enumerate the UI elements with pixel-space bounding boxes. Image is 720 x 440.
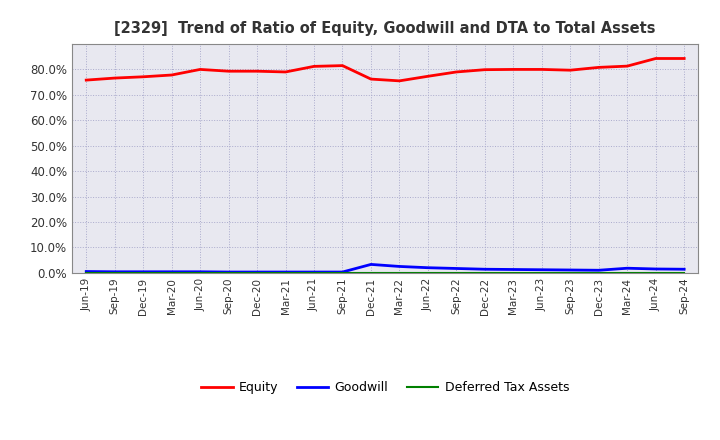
Deferred Tax Assets <box>652 270 660 275</box>
Equity <box>110 75 119 81</box>
Equity <box>196 67 204 72</box>
Equity <box>139 74 148 80</box>
Deferred Tax Assets <box>139 270 148 275</box>
Equity <box>652 56 660 61</box>
Equity <box>566 68 575 73</box>
Equity <box>680 56 688 61</box>
Legend: Equity, Goodwill, Deferred Tax Assets: Equity, Goodwill, Deferred Tax Assets <box>197 376 574 399</box>
Deferred Tax Assets <box>395 270 404 275</box>
Goodwill <box>537 267 546 272</box>
Equity <box>167 72 176 77</box>
Goodwill <box>509 267 518 272</box>
Goodwill <box>423 265 432 270</box>
Goodwill <box>282 269 290 275</box>
Goodwill <box>82 269 91 274</box>
Deferred Tax Assets <box>225 270 233 275</box>
Equity <box>253 69 261 74</box>
Goodwill <box>225 269 233 275</box>
Goodwill <box>110 269 119 275</box>
Goodwill <box>595 268 603 273</box>
Equity <box>225 69 233 74</box>
Equity <box>423 73 432 79</box>
Goodwill <box>566 268 575 273</box>
Title: [2329]  Trend of Ratio of Equity, Goodwill and DTA to Total Assets: [2329] Trend of Ratio of Equity, Goodwil… <box>114 21 656 36</box>
Equity <box>282 70 290 75</box>
Equity <box>395 78 404 84</box>
Deferred Tax Assets <box>196 270 204 275</box>
Equity <box>452 70 461 75</box>
Deferred Tax Assets <box>566 270 575 275</box>
Goodwill <box>167 269 176 275</box>
Deferred Tax Assets <box>480 270 489 275</box>
Deferred Tax Assets <box>338 270 347 275</box>
Line: Goodwill: Goodwill <box>86 264 684 272</box>
Equity <box>310 64 318 69</box>
Deferred Tax Assets <box>253 270 261 275</box>
Goodwill <box>452 266 461 271</box>
Deferred Tax Assets <box>509 270 518 275</box>
Deferred Tax Assets <box>366 270 375 275</box>
Equity <box>366 77 375 82</box>
Equity <box>595 65 603 70</box>
Goodwill <box>196 269 204 275</box>
Equity <box>623 63 631 69</box>
Goodwill <box>680 267 688 272</box>
Equity <box>480 67 489 72</box>
Equity <box>537 67 546 72</box>
Line: Equity: Equity <box>86 59 684 81</box>
Goodwill <box>366 262 375 267</box>
Deferred Tax Assets <box>310 270 318 275</box>
Goodwill <box>652 266 660 271</box>
Equity <box>82 77 91 83</box>
Goodwill <box>139 269 148 275</box>
Deferred Tax Assets <box>423 270 432 275</box>
Goodwill <box>253 269 261 275</box>
Deferred Tax Assets <box>623 270 631 275</box>
Equity <box>509 67 518 72</box>
Goodwill <box>480 267 489 272</box>
Equity <box>338 63 347 68</box>
Goodwill <box>338 269 347 275</box>
Deferred Tax Assets <box>680 270 688 275</box>
Deferred Tax Assets <box>537 270 546 275</box>
Deferred Tax Assets <box>167 270 176 275</box>
Deferred Tax Assets <box>595 270 603 275</box>
Deferred Tax Assets <box>110 270 119 275</box>
Goodwill <box>310 269 318 275</box>
Goodwill <box>623 266 631 271</box>
Deferred Tax Assets <box>282 270 290 275</box>
Goodwill <box>395 264 404 269</box>
Deferred Tax Assets <box>452 270 461 275</box>
Deferred Tax Assets <box>82 270 91 275</box>
